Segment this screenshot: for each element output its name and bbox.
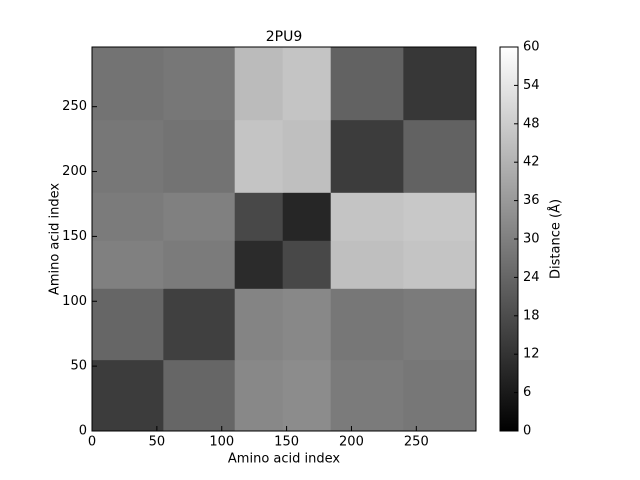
heatmap-cell: [92, 192, 164, 241]
heatmap-cell: [234, 240, 284, 289]
x-tick-label: 100: [209, 435, 234, 450]
heatmap-cell: [403, 288, 477, 361]
y-tick-label: 200: [62, 164, 87, 179]
x-tick-label: 250: [404, 435, 429, 450]
colorbar-tick-label: 12: [523, 347, 540, 362]
heatmap-cell: [282, 288, 332, 361]
heatmap-cell: [282, 47, 332, 121]
y-axis-label: Amino acid index: [48, 183, 63, 295]
heatmap-cell: [234, 119, 284, 193]
colorbar-tick-label: 42: [523, 155, 540, 170]
colorbar-tick-label: 18: [523, 308, 540, 323]
heatmap-cell: [282, 359, 332, 432]
x-tick-label: 150: [274, 435, 299, 450]
colorbar-tick-label: 6: [523, 385, 531, 400]
x-tick-label: 200: [339, 435, 364, 450]
heatmap-cell: [163, 47, 236, 121]
x-axis-label: Amino acid index: [228, 452, 340, 467]
heatmap-cell: [163, 240, 236, 289]
heatmap-cell: [282, 192, 332, 241]
x-tick-label: 0: [88, 435, 96, 450]
heatmap-cell: [92, 240, 164, 289]
colorbar-tick-label: 30: [523, 232, 540, 247]
chart-title: 2PU9: [266, 29, 303, 45]
colorbar-label: Distance (Å): [548, 199, 564, 279]
heatmap-cell: [163, 192, 236, 241]
heatmap-cell: [282, 240, 332, 289]
heatmap-cell: [403, 47, 477, 121]
heatmap-cell: [234, 288, 284, 361]
heatmap-cell: [403, 119, 477, 193]
heatmap-cell: [92, 119, 164, 193]
heatmap-cell: [234, 192, 284, 241]
heatmap-cell: [330, 288, 404, 361]
colorbar-tick-label: 0: [523, 424, 531, 439]
plot-frame: [91, 46, 477, 432]
heatmap-cell: [163, 119, 236, 193]
y-tick-label: 50: [70, 359, 87, 374]
y-tick-label: 100: [62, 294, 87, 309]
heatmap-cell: [92, 359, 164, 432]
heatmap-cell: [92, 47, 164, 121]
y-tick-label: 0: [79, 424, 87, 439]
heatmap-cell: [403, 192, 477, 241]
colorbar-tick-label: 60: [523, 40, 540, 55]
heatmap-cell: [282, 119, 332, 193]
colorbar-tick-label: 54: [523, 78, 540, 93]
colorbar-tick-label: 36: [523, 193, 540, 208]
y-tick-label: 250: [62, 99, 87, 114]
heatmap-cell: [330, 47, 404, 121]
heatmap-cell: [92, 288, 164, 361]
x-tick-label: 50: [149, 435, 166, 450]
heatmap-cell: [403, 359, 477, 432]
heatmap-cell: [163, 288, 236, 361]
y-tick-label: 150: [62, 229, 87, 244]
heatmap-cell: [234, 359, 284, 432]
heatmap-cell: [330, 240, 404, 289]
colorbar-tick-label: 48: [523, 116, 540, 131]
heatmap-cell: [163, 359, 236, 432]
heatmap-cell: [330, 192, 404, 241]
colorbar-tick-label: 24: [523, 270, 540, 285]
heatmap-cell: [234, 47, 284, 121]
heatmap-cell: [403, 240, 477, 289]
heatmap-cell: [330, 359, 404, 432]
heatmap-cell: [330, 119, 404, 193]
